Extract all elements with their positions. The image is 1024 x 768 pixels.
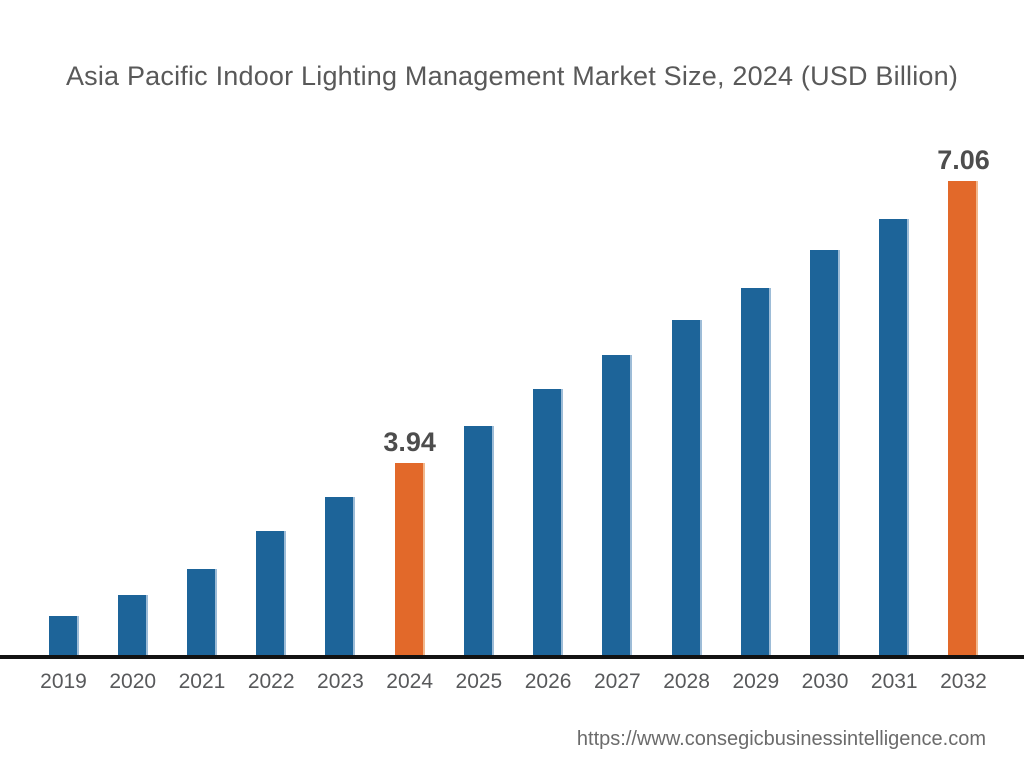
x-axis-line — [0, 655, 1024, 659]
x-tick-label-2026: 2026 — [524, 670, 572, 693]
bar-2026 — [533, 389, 564, 655]
bar-2031 — [879, 219, 910, 655]
bar-2030 — [810, 250, 841, 655]
bar-2029 — [740, 288, 771, 655]
x-tick-label-2032: 2032 — [940, 670, 987, 693]
bar-value-label-2032: 7.06 — [937, 145, 990, 175]
bar-2021 — [186, 569, 217, 655]
bar-2025 — [463, 426, 494, 655]
bar-2032 — [948, 181, 979, 655]
x-tick-label-2029: 2029 — [732, 670, 780, 693]
x-tick-label-2031: 2031 — [870, 670, 918, 693]
x-tick-label-2027: 2027 — [593, 670, 641, 693]
x-tick-label-2019: 2019 — [40, 670, 87, 693]
source-url: https://www.consegicbusinessintelligence… — [576, 728, 986, 750]
x-tick-label-2028: 2028 — [663, 670, 710, 693]
bar-2024 — [394, 463, 425, 655]
x-tick-label-2025: 2025 — [455, 670, 503, 693]
bar-2027 — [602, 355, 633, 655]
x-tick-label-2023: 2023 — [317, 670, 364, 693]
x-tick-label-2021: 2021 — [178, 670, 226, 693]
x-tick-label-2024: 2024 — [386, 670, 433, 693]
bar-value-label-2024: 3.94 — [383, 427, 436, 457]
chart-title: Asia Pacific Indoor Lighting Management … — [65, 61, 959, 91]
bar-2020 — [117, 595, 148, 655]
x-tick-label-2030: 2030 — [801, 670, 849, 693]
x-tick-label-2020: 2020 — [109, 670, 157, 693]
bar-2019 — [48, 616, 79, 655]
x-tick-label-2022: 2022 — [247, 670, 295, 693]
bar-2022 — [256, 531, 287, 655]
bar-2023 — [325, 497, 356, 655]
bar-2028 — [671, 320, 702, 655]
